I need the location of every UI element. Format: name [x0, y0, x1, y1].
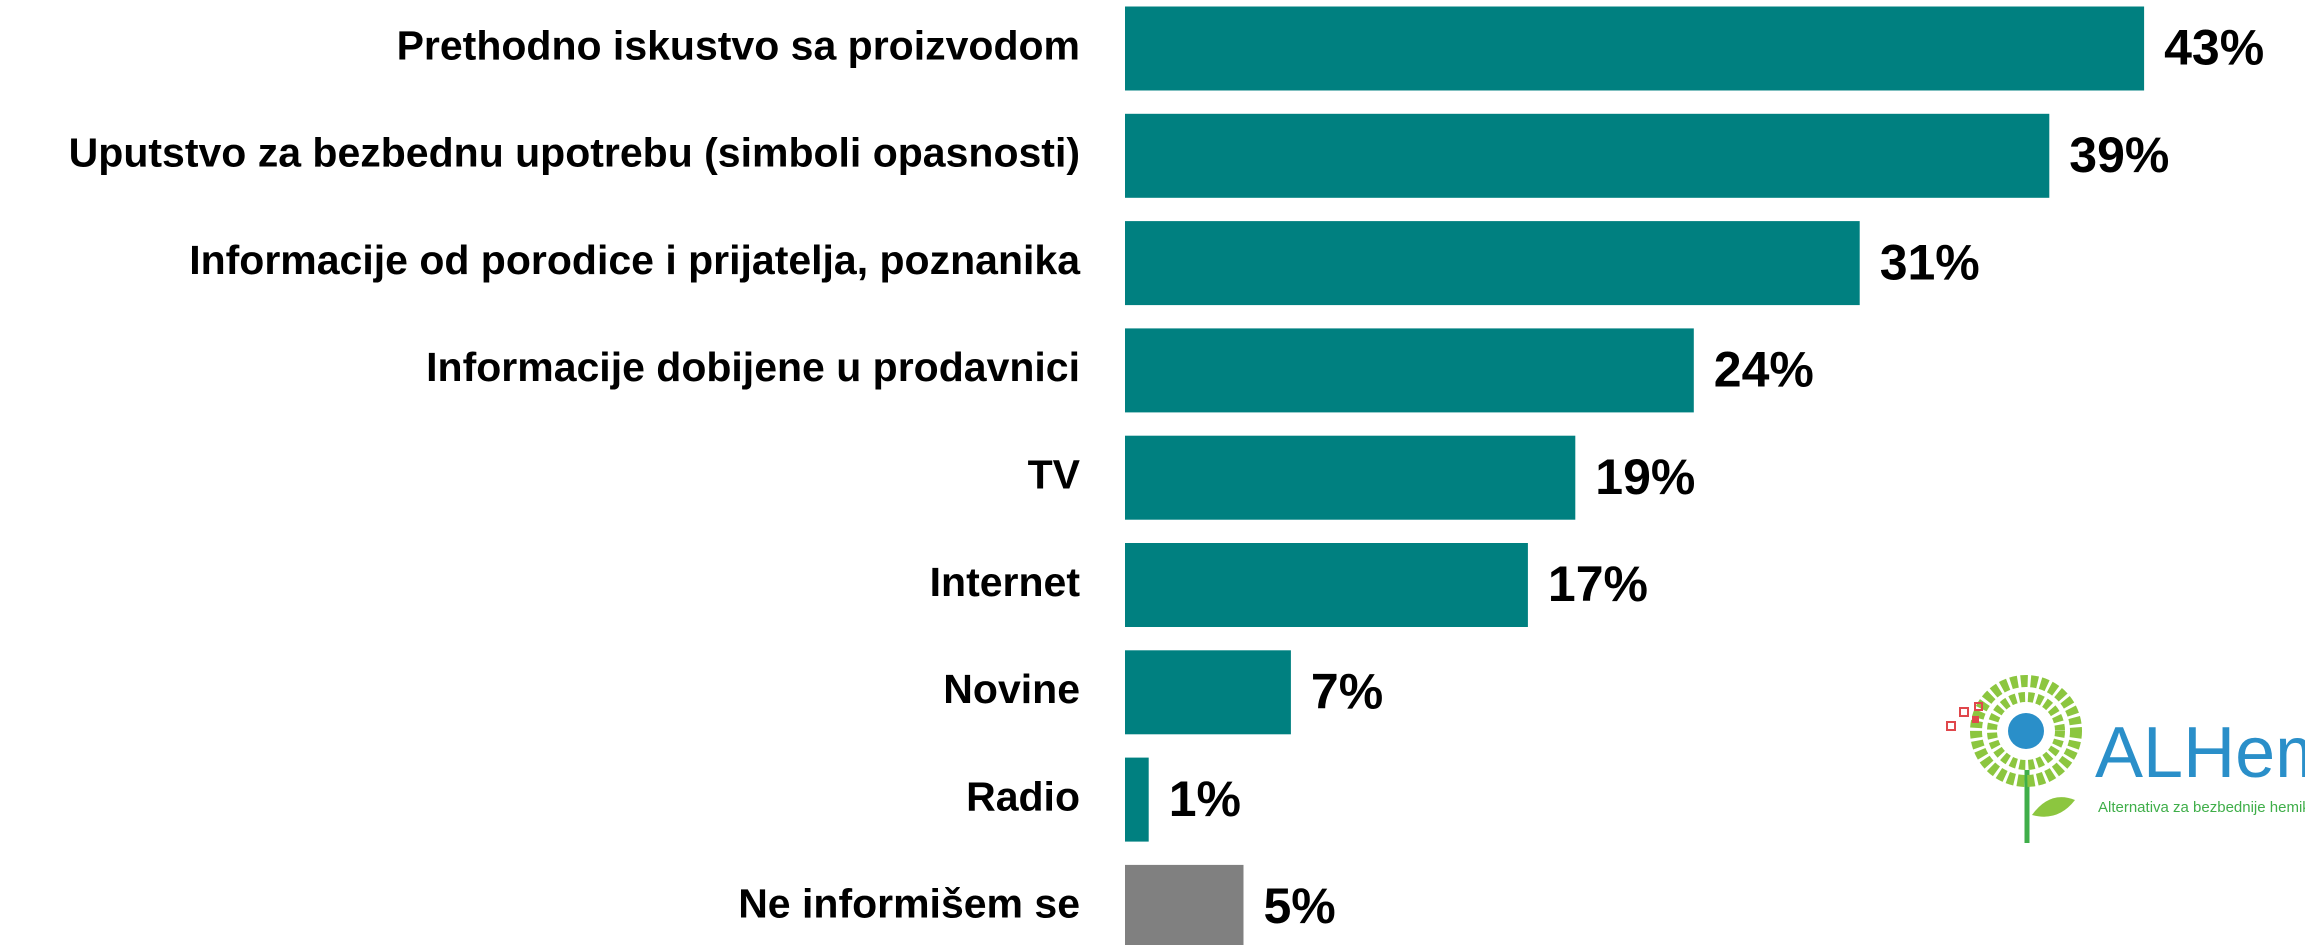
bar [1125, 328, 1694, 413]
logo-dot [1972, 716, 1979, 723]
category-label: Ne informišem se [738, 881, 1080, 927]
logo-dot [1959, 707, 1969, 717]
category-label: TV [1028, 452, 1081, 498]
category-label: Internet [930, 559, 1081, 605]
logo-dot [1974, 702, 1983, 711]
category-label: Informacije od porodice i prijatelja, po… [189, 237, 1081, 283]
logo-ring [1970, 675, 2082, 787]
logo-center [2008, 713, 2044, 749]
bar [1125, 435, 1576, 520]
value-label: 24% [1714, 342, 1814, 398]
bar [1125, 221, 1860, 306]
logo-leaf [2032, 797, 2075, 817]
category-label: Uputstvo za bezbednu upotrebu (simboli o… [69, 130, 1080, 176]
value-label: 17% [1548, 556, 1648, 612]
value-label: 43% [2164, 20, 2264, 76]
value-label: 39% [2069, 127, 2169, 183]
value-label: 31% [1880, 234, 1980, 290]
logo: ALHem Alternativa za bezbednije hemikali… [1946, 675, 2305, 843]
logo-dot [1946, 721, 1956, 731]
logo-name: ALHem [2095, 713, 2305, 793]
bar [1125, 543, 1528, 627]
bar [1125, 757, 1149, 842]
category-label: Radio [966, 773, 1080, 819]
category-label: Novine [943, 666, 1080, 712]
logo-ring [1987, 692, 2065, 770]
bar [1125, 6, 2145, 91]
bar [1125, 864, 1244, 945]
value-label: 19% [1595, 449, 1695, 505]
bar [1125, 650, 1291, 735]
category-label: Informacije dobijene u prodavnici [426, 344, 1080, 390]
value-label: 7% [1311, 664, 1383, 720]
value-label: 1% [1169, 771, 1241, 827]
bar [1125, 113, 2050, 198]
logo-tagline: Alternativa za bezbednije hemikalije [2098, 799, 2305, 816]
value-label: 5% [1264, 878, 1336, 934]
category-label: Prethodno iskustvo sa proizvodom [397, 22, 1080, 68]
